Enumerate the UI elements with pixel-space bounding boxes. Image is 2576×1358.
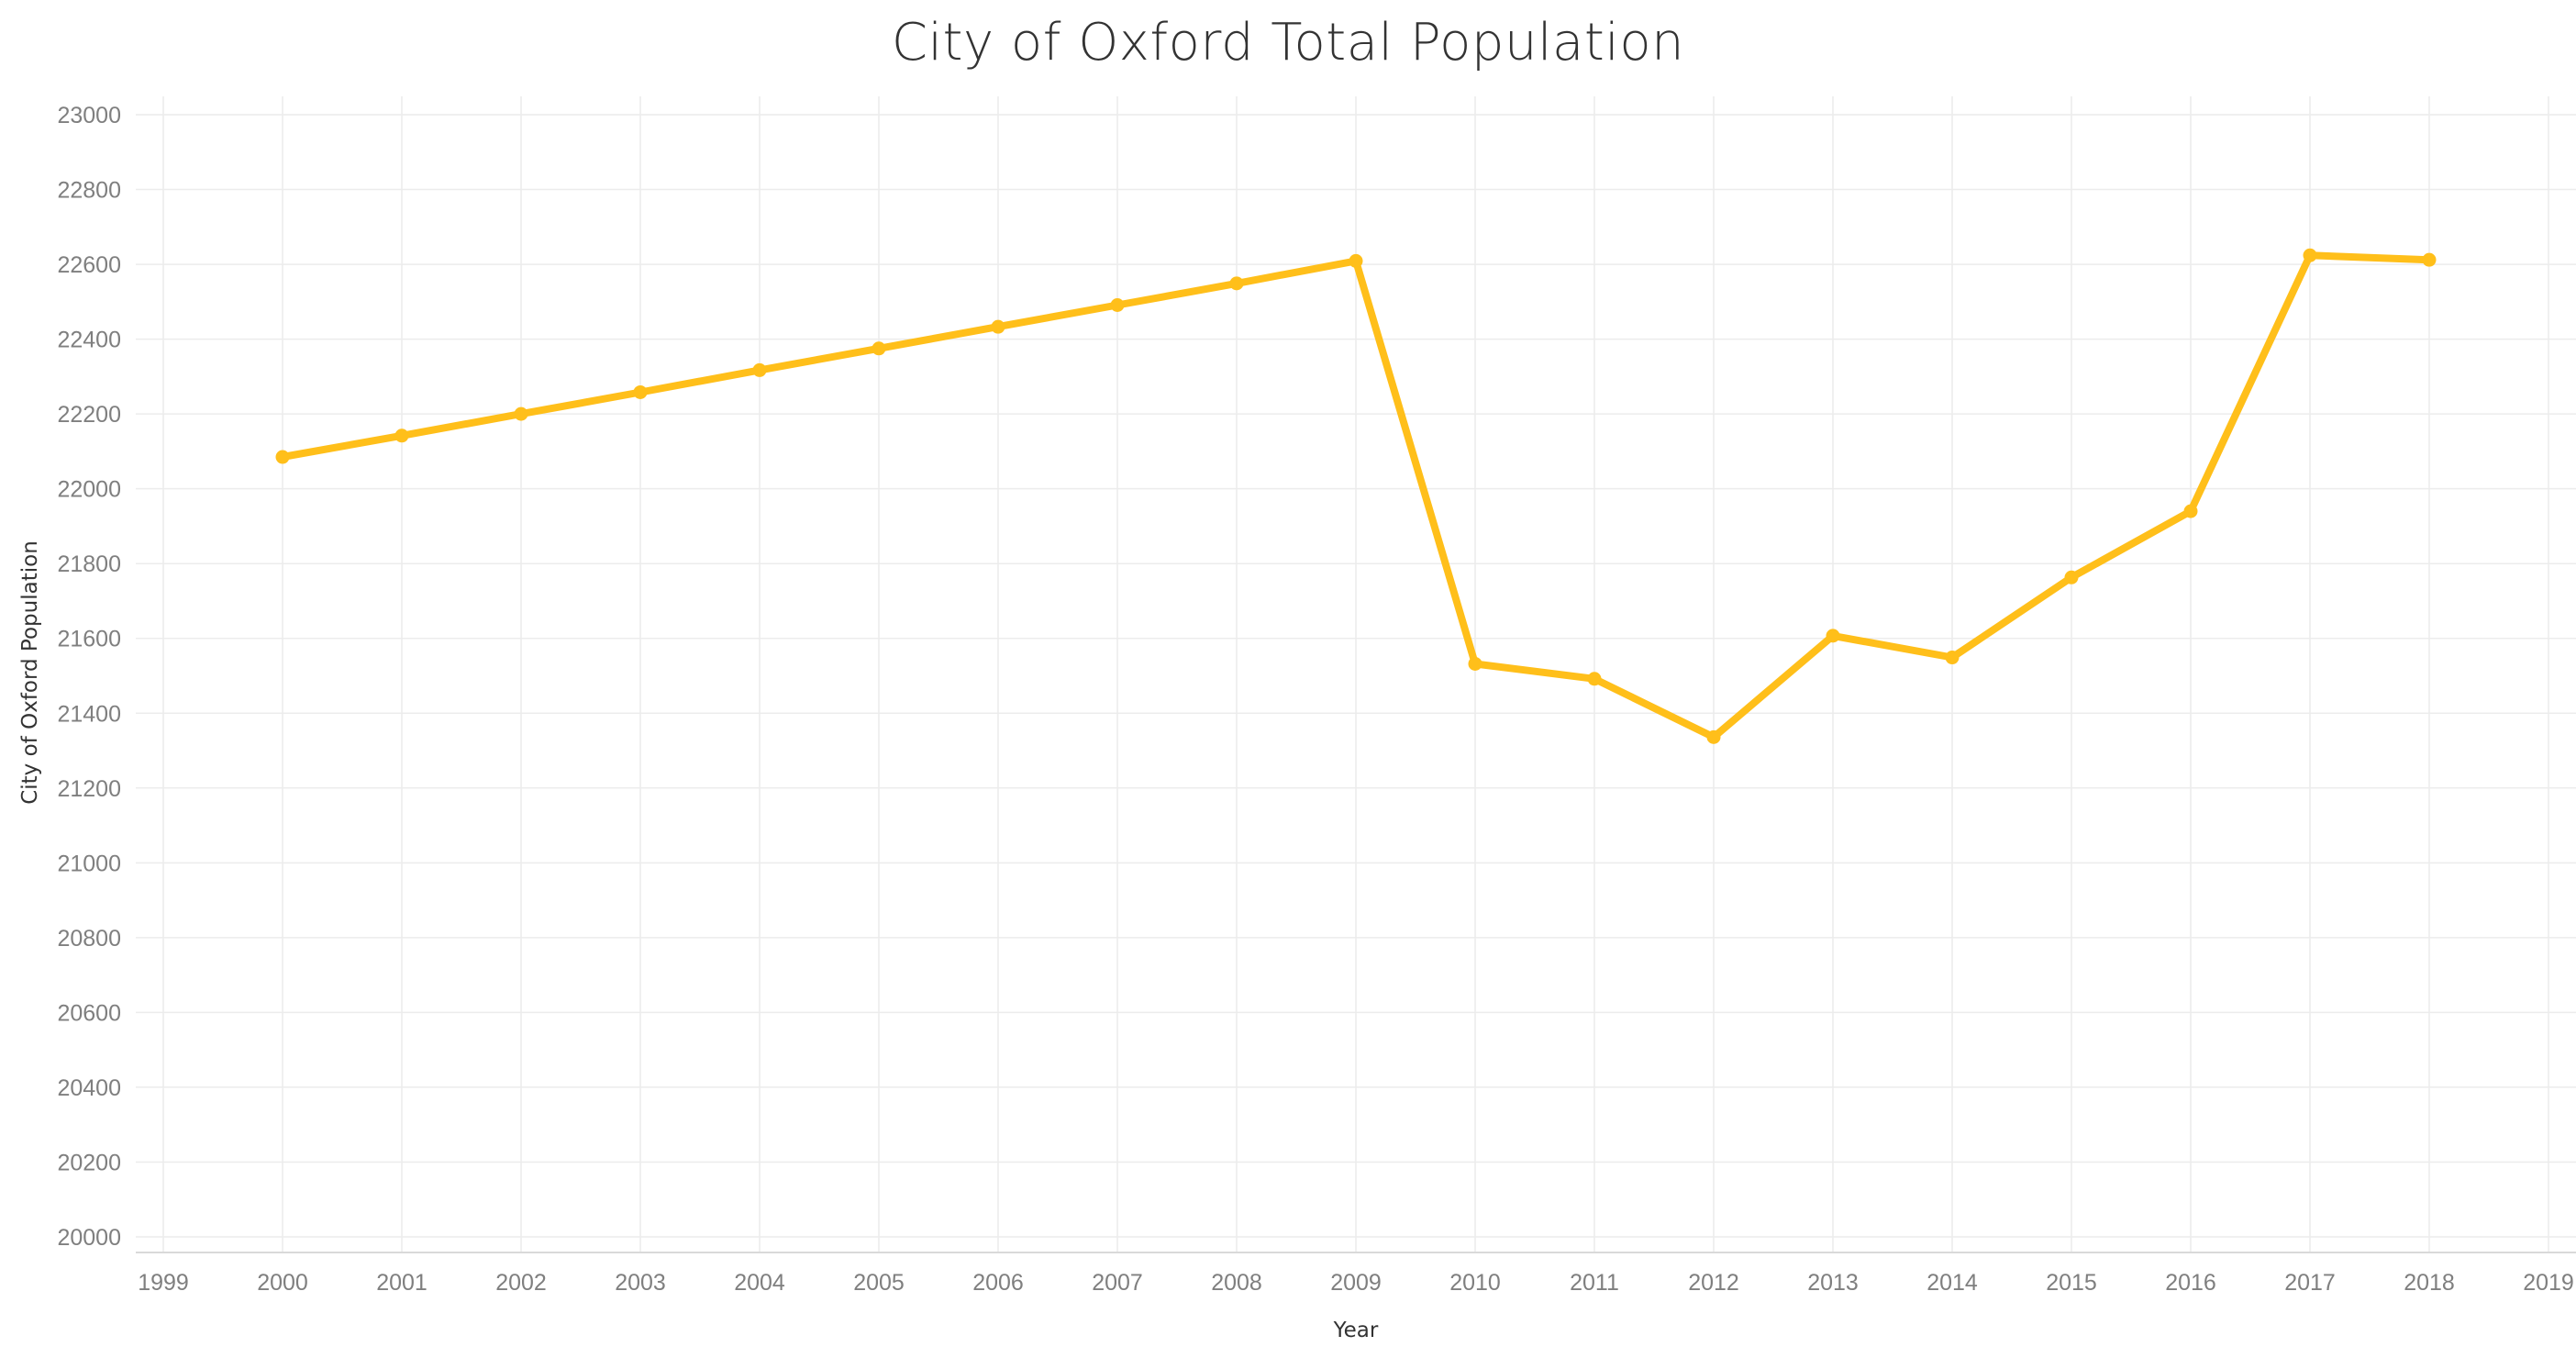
chart-title: City of Oxford Total Population — [891, 13, 1685, 72]
data-point[interactable] — [1945, 651, 1960, 665]
data-point[interactable] — [2422, 252, 2437, 267]
x-tick-label: 2008 — [1211, 1270, 1262, 1296]
y-tick-label: 21600 — [57, 627, 121, 652]
y-tick-label: 22400 — [57, 328, 121, 353]
y-tick-label: 21800 — [57, 551, 121, 577]
x-tick-label: 2005 — [853, 1270, 905, 1296]
data-point[interactable] — [1587, 672, 1602, 686]
y-tick-label: 20800 — [57, 926, 121, 952]
y-tick-label: 20400 — [57, 1075, 121, 1101]
y-tick-label: 22800 — [57, 178, 121, 204]
x-tick-label: 2011 — [1570, 1270, 1619, 1296]
data-point[interactable] — [633, 384, 648, 399]
x-tick-label: 2012 — [1688, 1270, 1739, 1296]
y-tick-label: 21200 — [57, 776, 121, 802]
y-tick-label: 20000 — [57, 1225, 121, 1251]
data-point[interactable] — [1229, 276, 1244, 291]
y-tick-label: 22600 — [57, 252, 121, 278]
x-tick-label: 2004 — [734, 1270, 785, 1296]
gridlines — [136, 96, 2576, 1253]
data-point[interactable] — [2303, 248, 2317, 262]
data-point[interactable] — [872, 341, 886, 356]
data-point[interactable] — [1706, 729, 1721, 744]
data-point[interactable] — [1349, 253, 1363, 268]
x-tick-label: 2010 — [1449, 1270, 1501, 1296]
data-point[interactable] — [514, 406, 528, 421]
x-tick-label: 2009 — [1330, 1270, 1382, 1296]
data-point[interactable] — [394, 429, 409, 443]
y-tick-label: 21400 — [57, 701, 121, 727]
x-tick-label: 2019 — [2523, 1270, 2574, 1296]
data-point[interactable] — [991, 319, 1005, 334]
y-tick-label: 22000 — [57, 477, 121, 503]
x-tick-label: 1999 — [138, 1270, 189, 1296]
y-tick-label: 20600 — [57, 1000, 121, 1026]
x-tick-label: 2000 — [257, 1270, 308, 1296]
x-axis-title: Year — [1333, 1319, 1379, 1342]
x-tick-label: 2013 — [1807, 1270, 1859, 1296]
x-tick-label: 2001 — [376, 1270, 427, 1296]
x-tick-label: 2014 — [1926, 1270, 1978, 1296]
x-tick-label: 2006 — [972, 1270, 1024, 1296]
y-tick-label: 20200 — [57, 1150, 121, 1175]
x-tick-label: 2003 — [615, 1270, 666, 1296]
x-tick-label: 2002 — [495, 1270, 547, 1296]
x-tick-label: 2015 — [2046, 1270, 2097, 1296]
x-axis-ticks: 1999 2000 2001 2002 2003 2004 2005 2006 2007 2008… — [138, 1270, 2574, 1296]
data-point[interactable] — [2064, 570, 2079, 584]
y-tick-label: 23000 — [57, 103, 121, 128]
data-point[interactable] — [1468, 656, 1482, 671]
x-tick-label: 2007 — [1092, 1270, 1143, 1296]
x-tick-label: 2017 — [2284, 1270, 2336, 1296]
y-tick-label: 22200 — [57, 402, 121, 428]
data-point[interactable] — [2183, 504, 2198, 518]
data-point[interactable] — [752, 362, 767, 377]
points-layer — [275, 248, 2437, 744]
data-point[interactable] — [1110, 298, 1125, 313]
x-tick-label: 2018 — [2404, 1270, 2455, 1296]
y-axis-title: City of Oxford Population — [18, 540, 42, 805]
data-point[interactable] — [275, 450, 290, 464]
y-tick-label: 21000 — [57, 851, 121, 876]
data-point[interactable] — [1826, 629, 1840, 643]
x-tick-label: 2016 — [2165, 1270, 2216, 1296]
y-axis-ticks: 20000 20200 20400 20600 20800 21000 21200 21400… — [57, 103, 121, 1251]
